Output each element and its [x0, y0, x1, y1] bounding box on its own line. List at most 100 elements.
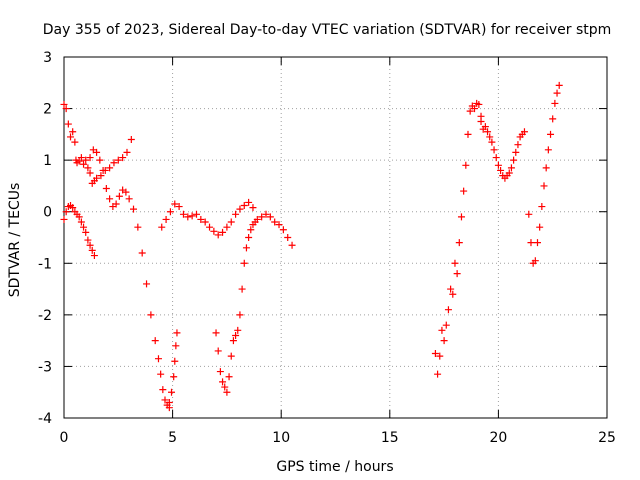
data-point: [486, 133, 494, 141]
data-point: [471, 105, 479, 113]
data-point: [547, 130, 555, 138]
axis-ticks: [63, 56, 608, 419]
x-tick-label: 15: [381, 430, 399, 446]
data-point: [444, 306, 452, 314]
data-point: [106, 164, 114, 172]
data-point: [229, 337, 237, 345]
series-arc-9: [525, 81, 563, 267]
data-point: [214, 347, 222, 355]
data-point: [157, 370, 165, 378]
data-point: [497, 166, 505, 174]
series-arc-1: [60, 100, 135, 187]
data-point: [97, 172, 105, 180]
y-tick-label: 2: [43, 102, 52, 118]
data-marks: [60, 81, 563, 412]
data-point: [161, 396, 169, 404]
data-point: [127, 136, 135, 144]
data-point: [544, 146, 552, 154]
data-point: [171, 357, 179, 365]
data-point: [130, 205, 138, 213]
data-point: [80, 223, 88, 231]
x-tick-label: 20: [489, 430, 507, 446]
data-point: [551, 99, 559, 107]
data-point: [527, 239, 535, 247]
data-point: [171, 200, 179, 208]
data-point: [88, 246, 96, 254]
grid: [64, 57, 607, 418]
data-point: [245, 198, 253, 206]
data-point: [236, 205, 244, 213]
data-point: [240, 202, 248, 210]
data-point: [249, 204, 257, 212]
data-point: [122, 188, 130, 196]
data-point: [460, 187, 468, 195]
data-point: [60, 215, 68, 223]
data-point: [219, 228, 227, 236]
data-point: [481, 123, 489, 131]
series-arc-6: [212, 210, 296, 396]
data-point: [110, 159, 118, 167]
data-point: [123, 148, 131, 156]
series-arc-4: [60, 202, 98, 260]
data-point: [490, 146, 498, 154]
data-point: [525, 210, 533, 218]
data-point: [71, 138, 79, 146]
data-point: [232, 331, 240, 339]
data-point: [447, 285, 455, 293]
data-point: [119, 154, 127, 162]
data-point: [102, 185, 110, 193]
data-point: [223, 388, 231, 396]
y-tick-label: -1: [38, 256, 52, 272]
data-point: [238, 285, 246, 293]
data-point: [271, 218, 279, 226]
data-point: [453, 270, 461, 278]
data-point: [77, 218, 85, 226]
data-point: [80, 160, 88, 168]
data-point: [75, 157, 83, 165]
data-point: [64, 120, 72, 128]
data-point: [99, 166, 107, 174]
data-point: [77, 154, 85, 162]
data-point: [520, 128, 528, 136]
data-point: [466, 107, 474, 115]
data-point: [494, 161, 502, 169]
data-point: [247, 226, 255, 234]
data-point: [93, 174, 101, 182]
x-tick-label: 0: [60, 430, 69, 446]
data-point: [212, 329, 220, 337]
data-point: [464, 130, 472, 138]
data-point: [201, 218, 209, 226]
data-point: [512, 148, 520, 156]
data-point: [172, 342, 180, 350]
data-point: [484, 128, 492, 136]
data-point: [115, 192, 123, 200]
data-point: [60, 100, 68, 108]
data-point: [279, 226, 287, 234]
series-arc-5: [158, 198, 257, 239]
data-point: [536, 223, 544, 231]
x-tick-label: 25: [598, 430, 616, 446]
data-point: [440, 337, 448, 345]
data-point: [84, 164, 92, 172]
data-point: [82, 156, 90, 164]
y-tick-label: 0: [43, 205, 52, 221]
data-point: [475, 100, 483, 108]
data-point: [134, 223, 142, 231]
data-point: [62, 208, 70, 216]
y-axis-label: SDTVAR / TECUs: [7, 183, 23, 298]
data-point: [86, 241, 94, 249]
data-point: [106, 195, 114, 203]
data-point: [184, 213, 192, 221]
data-point: [175, 203, 183, 211]
data-point: [112, 200, 120, 208]
data-point: [262, 210, 270, 218]
data-point: [510, 156, 518, 164]
data-point: [232, 210, 240, 218]
data-point: [67, 133, 75, 141]
data-point: [477, 117, 485, 125]
data-point: [242, 244, 250, 252]
data-point: [221, 383, 229, 391]
x-axis-label: GPS time / hours: [276, 459, 393, 475]
data-point: [227, 352, 235, 360]
